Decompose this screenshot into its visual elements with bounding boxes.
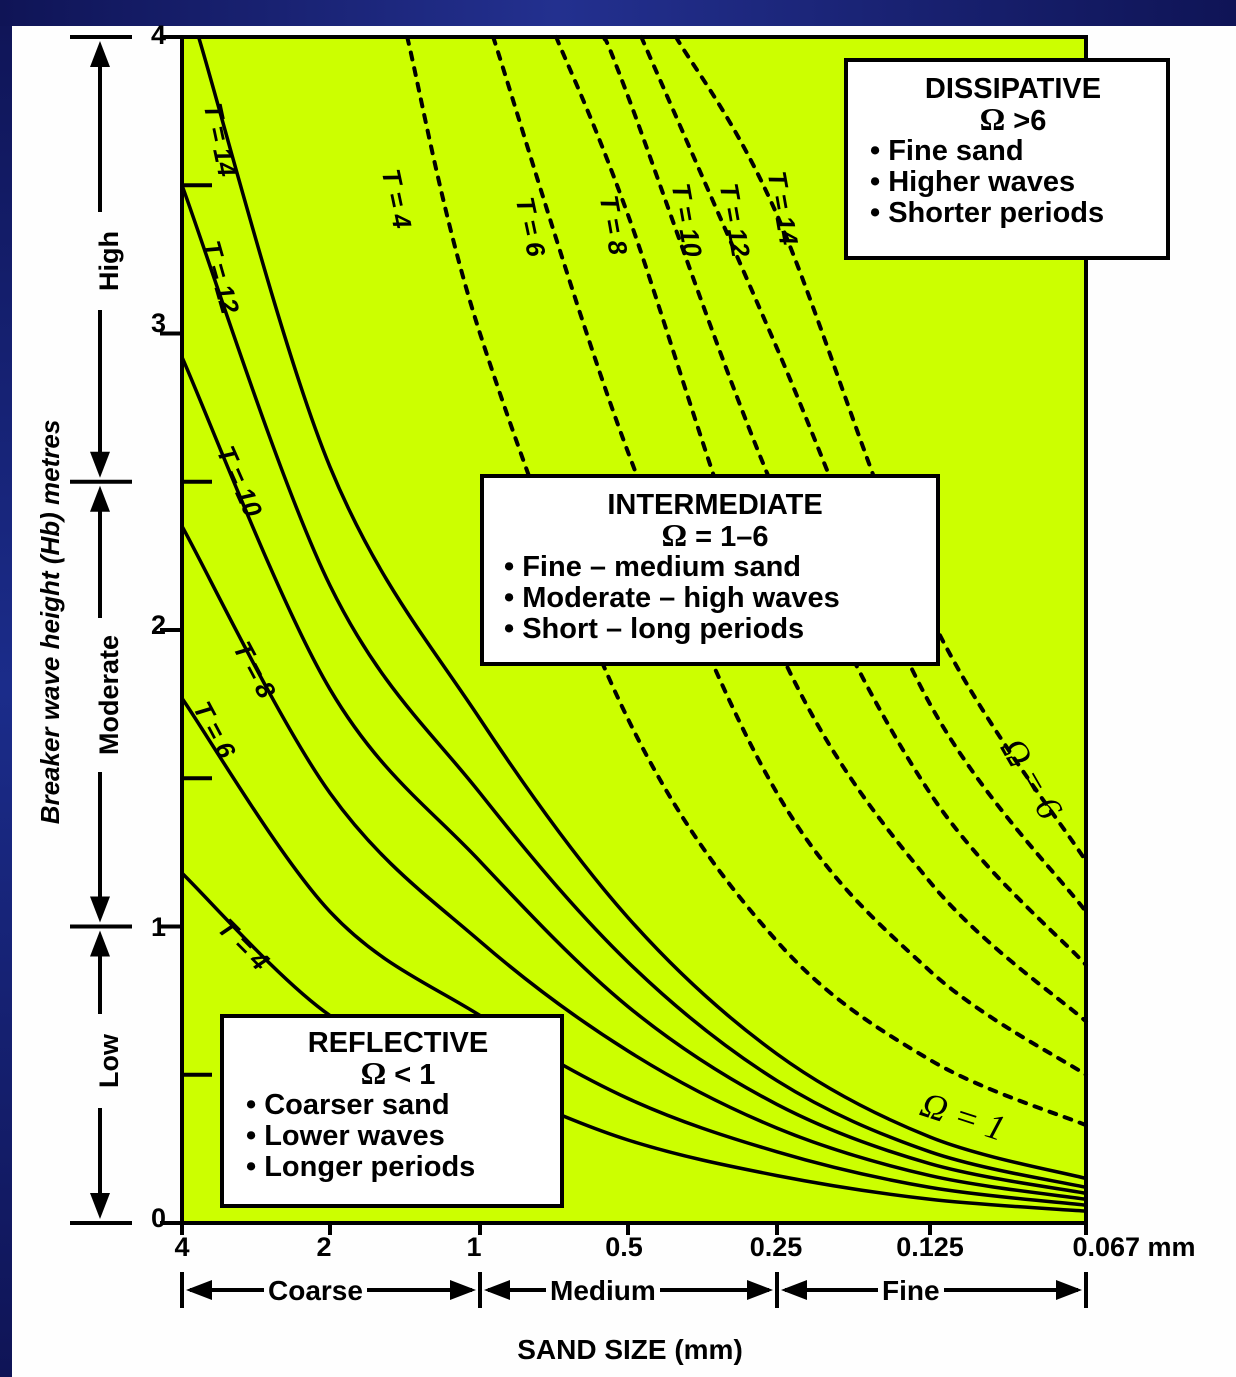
dissipative-bullet: • Shorter periods [870, 197, 1105, 229]
arrow-head-left [186, 1280, 212, 1300]
reflective-title: REFLECTIVE [307, 1027, 489, 1059]
size-category-fine: Fine [878, 1274, 944, 1308]
dissipative-title: DISSIPATIVE [924, 73, 1102, 105]
omega-value: >6 [1013, 105, 1047, 137]
y-tick-label: 1 [150, 912, 166, 942]
intermediate-bullet: • Short – long periods [504, 613, 805, 645]
arrow-head-left [484, 1280, 510, 1300]
x-tick-label: 0.5 [605, 1232, 643, 1262]
size-category-medium: Medium [546, 1274, 660, 1308]
curves-layer [180, 35, 1088, 1213]
left-border [0, 0, 12, 1377]
x-tick-label: 1 [466, 1232, 482, 1262]
dissipative-box: DISSIPATIVE Ω >6 • Fine sand • Higher wa… [844, 58, 1170, 260]
omega-symbol: Ω [360, 1055, 387, 1091]
arrow-head-right [450, 1280, 476, 1300]
arrow-head-right [747, 1280, 773, 1300]
arrow-head-down [90, 1193, 110, 1219]
solid-curve-4 [180, 184, 1087, 1190]
arrow-head-left [781, 1280, 807, 1300]
dissipative-omega: Ω >6 [870, 101, 1156, 137]
x-tick-label: 0.25 [749, 1232, 803, 1262]
omega-symbol: Ω [979, 101, 1006, 137]
dashed-curve-9 [601, 35, 1088, 967]
size-category-coarse: Coarse [264, 1274, 367, 1308]
intermediate-box: INTERMEDIATE Ω = 1–6 • Fine – medium san… [480, 474, 940, 666]
arrow-head-up [90, 930, 110, 957]
intermediate-bullet: • Fine – medium sand [504, 551, 801, 583]
band-label-low: Low [94, 1014, 124, 1108]
y-axis-label: Breaker wave height (Hb) metres [34, 419, 65, 825]
y-tick-label: 4 [150, 20, 166, 50]
arrow-head-up [90, 485, 110, 512]
dashed-curve-6 [405, 35, 1088, 1128]
solid-curve-1 [180, 697, 1087, 1207]
dashed-curve-11 [674, 35, 1088, 864]
x-tick-label: 2 [316, 1232, 332, 1262]
x-tick-label: 0.125 [896, 1232, 964, 1262]
dashed-curve-7 [491, 35, 1088, 1077]
omega-value: = 1–6 [695, 521, 769, 553]
intermediate-title: INTERMEDIATE [607, 489, 823, 521]
arrow-head-down [90, 896, 110, 923]
arrow-head-right [1056, 1280, 1082, 1300]
omega-symbol: Ω [661, 517, 688, 553]
dissipative-bullet: • Higher waves [870, 166, 1076, 198]
band-label-high: High [94, 212, 124, 310]
x-tick-label: 4 [174, 1232, 190, 1262]
x-axis-label: SAND SIZE (mm) [517, 1334, 743, 1365]
reflective-omega: Ω < 1 [246, 1055, 550, 1091]
solid-curve-0 [180, 871, 1087, 1213]
reflective-bullet: • Longer periods [246, 1151, 476, 1183]
band-label-moderate: Moderate [94, 618, 124, 772]
intermediate-omega: Ω = 1–6 [504, 517, 926, 553]
y-tick-label: 2 [150, 610, 166, 640]
dissipative-bullet: • Fine sand [870, 135, 1024, 167]
omega-value: < 1 [394, 1059, 436, 1091]
y-tick-label: 3 [150, 308, 166, 338]
solid-curve-3 [180, 356, 1087, 1196]
solid-curve-5 [196, 36, 1087, 1181]
intermediate-bullet: • Moderate – high waves [504, 582, 840, 614]
arrow-head-down [90, 451, 110, 478]
reflective-bullet: • Lower waves [246, 1120, 445, 1152]
top-border [0, 0, 1236, 26]
reflective-bullet: • Coarser sand [246, 1089, 450, 1121]
arrow-head-up [90, 41, 110, 67]
y-tick-label: 0 [150, 1203, 166, 1233]
x-tick-label: 0.067 mm [1072, 1232, 1196, 1262]
solid-curve-2 [180, 525, 1087, 1202]
reflective-box: REFLECTIVE Ω < 1 • Coarser sand • Lower … [220, 1014, 564, 1208]
